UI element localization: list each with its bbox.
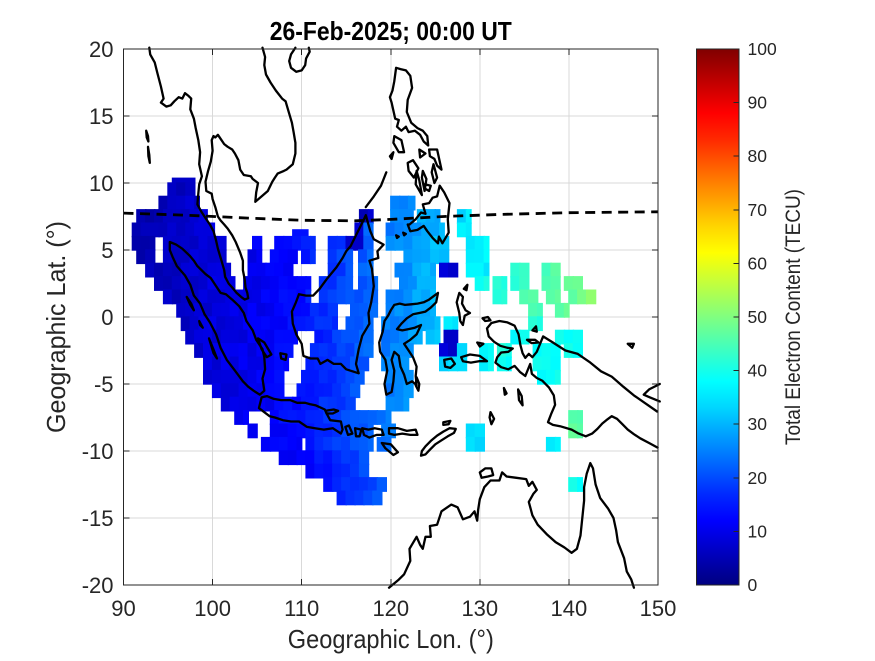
svg-text:140: 140 bbox=[551, 596, 588, 621]
svg-text:Total Electron Content (TECU): Total Electron Content (TECU) bbox=[782, 189, 805, 445]
svg-text:0: 0 bbox=[101, 305, 113, 330]
svg-text:-10: -10 bbox=[82, 439, 114, 464]
svg-text:90: 90 bbox=[748, 93, 768, 113]
svg-text:150: 150 bbox=[640, 596, 677, 621]
svg-text:90: 90 bbox=[111, 596, 135, 621]
svg-text:130: 130 bbox=[461, 596, 498, 621]
svg-text:120: 120 bbox=[372, 596, 409, 621]
svg-text:5: 5 bbox=[101, 238, 113, 263]
svg-text:-15: -15 bbox=[82, 506, 114, 531]
svg-text:60: 60 bbox=[748, 253, 768, 273]
svg-text:20: 20 bbox=[89, 37, 113, 62]
svg-text:10: 10 bbox=[748, 521, 768, 541]
svg-text:110: 110 bbox=[284, 596, 319, 621]
svg-text:26-Feb-2025; 00:00 UT: 26-Feb-2025; 00:00 UT bbox=[270, 16, 512, 46]
svg-text:100: 100 bbox=[194, 596, 231, 621]
svg-text:-5: -5 bbox=[94, 372, 114, 397]
svg-text:70: 70 bbox=[748, 200, 768, 220]
svg-text:100: 100 bbox=[748, 39, 777, 59]
svg-text:10: 10 bbox=[89, 171, 113, 196]
svg-text:20: 20 bbox=[748, 468, 768, 488]
svg-text:15: 15 bbox=[89, 104, 113, 129]
svg-text:30: 30 bbox=[748, 414, 768, 434]
svg-text:Geographic Lat. (°): Geographic Lat. (°) bbox=[41, 221, 71, 433]
svg-text:50: 50 bbox=[748, 307, 768, 327]
svg-text:80: 80 bbox=[748, 146, 768, 166]
svg-text:Geographic Lon. (°): Geographic Lon. (°) bbox=[288, 624, 494, 654]
svg-text:40: 40 bbox=[748, 361, 768, 381]
svg-text:0: 0 bbox=[748, 575, 758, 595]
svg-text:-20: -20 bbox=[82, 573, 114, 598]
